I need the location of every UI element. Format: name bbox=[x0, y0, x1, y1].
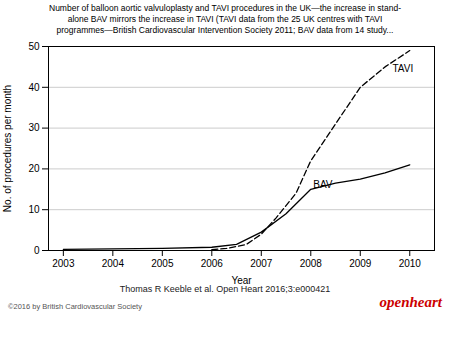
html-text:alone BAV mirrors the increase: alone BAV mirrors the increase in TAVI (… bbox=[67, 14, 383, 24]
svg-text:2006: 2006 bbox=[201, 258, 224, 269]
svg-text:2010: 2010 bbox=[399, 258, 422, 269]
svg-text:40: 40 bbox=[28, 82, 40, 93]
svg-text:20: 20 bbox=[28, 163, 40, 174]
svg-text:10: 10 bbox=[28, 204, 40, 215]
svg-text:TAVI: TAVI bbox=[392, 63, 413, 74]
svg-text:30: 30 bbox=[28, 122, 40, 133]
svg-text:0: 0 bbox=[34, 245, 40, 256]
html-text:Thomas R Keeble et al. Open He: Thomas R Keeble et al. Open Heart 2016;3… bbox=[119, 284, 331, 294]
svg-text:2004: 2004 bbox=[102, 258, 125, 269]
svg-text:2003: 2003 bbox=[52, 258, 75, 269]
svg-text:2008: 2008 bbox=[300, 258, 323, 269]
svg-text:50: 50 bbox=[28, 41, 40, 52]
svg-text:2007: 2007 bbox=[250, 258, 273, 269]
svg-text:No. of procedures per month: No. of procedures per month bbox=[2, 85, 13, 212]
svg-text:2009: 2009 bbox=[349, 258, 372, 269]
html-text:©2016 by British Cardiovascula: ©2016 by British Cardiovascular Society bbox=[8, 302, 142, 311]
html-text:Number of balloon aortic valvu: Number of balloon aortic valvuloplasty a… bbox=[49, 3, 401, 13]
html-text:openheart: openheart bbox=[379, 294, 442, 310]
svg-text:BAV: BAV bbox=[313, 179, 333, 190]
svg-text:Year: Year bbox=[231, 275, 252, 286]
html-text:programmes—British Cardiovascu: programmes—British Cardiovascular Interv… bbox=[56, 25, 394, 35]
svg-text:2005: 2005 bbox=[151, 258, 174, 269]
